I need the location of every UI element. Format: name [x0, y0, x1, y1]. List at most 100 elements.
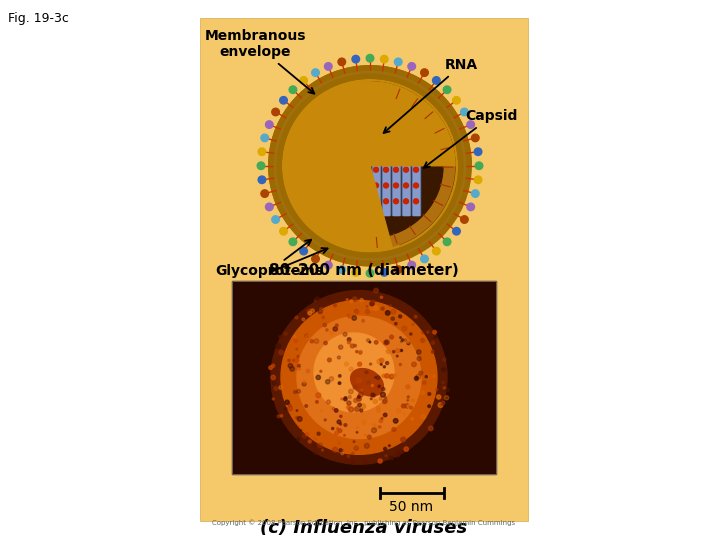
Circle shape [377, 359, 382, 364]
Circle shape [428, 393, 431, 395]
Circle shape [382, 400, 387, 404]
Circle shape [312, 69, 319, 76]
Circle shape [400, 337, 401, 339]
Circle shape [403, 151, 408, 157]
Circle shape [261, 190, 269, 197]
Circle shape [408, 404, 411, 408]
Circle shape [276, 343, 281, 348]
Circle shape [347, 406, 351, 409]
Circle shape [474, 176, 482, 184]
Circle shape [275, 72, 465, 260]
Text: 50 nm: 50 nm [390, 500, 433, 514]
Circle shape [338, 345, 343, 349]
Circle shape [432, 350, 433, 352]
Circle shape [352, 56, 359, 63]
Circle shape [281, 300, 437, 454]
Circle shape [352, 268, 359, 276]
Circle shape [472, 134, 479, 141]
Circle shape [380, 392, 385, 397]
Bar [382, 131, 390, 215]
Circle shape [302, 434, 307, 438]
Circle shape [258, 176, 266, 184]
Circle shape [308, 440, 311, 443]
Circle shape [271, 291, 447, 464]
Circle shape [257, 162, 265, 170]
Circle shape [285, 400, 289, 404]
Circle shape [403, 199, 408, 204]
Circle shape [328, 298, 331, 301]
Circle shape [354, 167, 359, 172]
Text: Capsid: Capsid [424, 110, 518, 168]
Circle shape [372, 428, 377, 433]
Circle shape [472, 190, 479, 197]
Circle shape [315, 297, 320, 302]
Circle shape [320, 308, 323, 312]
Circle shape [384, 136, 389, 140]
Circle shape [354, 446, 359, 450]
Circle shape [394, 183, 398, 188]
Circle shape [403, 167, 408, 172]
Circle shape [297, 366, 301, 370]
Circle shape [395, 58, 402, 66]
Circle shape [402, 326, 407, 330]
Circle shape [337, 428, 338, 430]
Bar [353, 131, 359, 215]
Circle shape [266, 203, 273, 211]
Circle shape [333, 304, 336, 307]
Bar [200, 18, 528, 521]
Circle shape [441, 368, 446, 372]
Circle shape [406, 385, 410, 389]
Circle shape [340, 423, 342, 425]
Circle shape [467, 121, 474, 129]
Circle shape [314, 333, 394, 412]
Circle shape [330, 332, 333, 335]
Circle shape [346, 299, 348, 301]
Bar [362, 131, 370, 215]
Circle shape [358, 362, 361, 366]
Circle shape [402, 404, 405, 408]
Circle shape [442, 381, 444, 384]
Circle shape [364, 136, 369, 140]
Circle shape [364, 434, 366, 436]
Circle shape [364, 167, 369, 172]
Circle shape [453, 97, 460, 104]
Circle shape [397, 408, 401, 413]
Circle shape [341, 449, 343, 451]
Circle shape [412, 399, 415, 402]
Circle shape [377, 409, 380, 413]
Circle shape [364, 151, 369, 157]
Circle shape [426, 376, 428, 378]
Circle shape [294, 390, 297, 394]
Circle shape [261, 134, 269, 141]
Circle shape [421, 415, 426, 419]
Ellipse shape [351, 369, 383, 396]
Circle shape [382, 387, 385, 391]
Circle shape [308, 312, 312, 315]
Circle shape [297, 364, 300, 367]
Circle shape [310, 340, 313, 343]
Circle shape [366, 269, 374, 277]
Circle shape [300, 247, 307, 255]
Circle shape [426, 374, 429, 377]
Circle shape [377, 376, 380, 380]
Circle shape [444, 238, 451, 246]
Circle shape [436, 389, 438, 390]
Circle shape [307, 309, 311, 313]
Bar [392, 131, 400, 215]
Circle shape [413, 183, 418, 188]
Circle shape [328, 358, 331, 362]
Circle shape [338, 429, 342, 433]
Circle shape [354, 345, 356, 347]
Circle shape [441, 401, 445, 404]
Circle shape [379, 359, 384, 362]
Circle shape [288, 363, 293, 368]
Circle shape [364, 370, 368, 374]
Circle shape [384, 340, 390, 345]
Circle shape [339, 449, 342, 452]
Circle shape [300, 77, 307, 84]
Circle shape [338, 382, 341, 384]
Circle shape [354, 399, 358, 402]
Circle shape [361, 319, 364, 322]
Circle shape [395, 348, 400, 353]
Circle shape [324, 341, 328, 345]
